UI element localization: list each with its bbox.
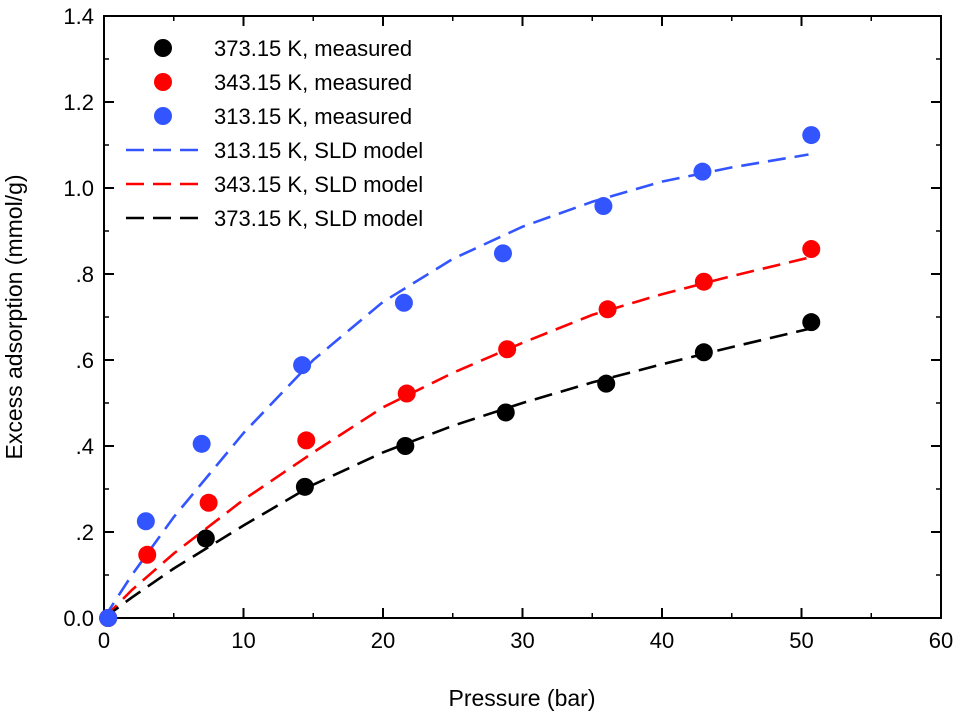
x-tick-label: 40 bbox=[650, 628, 674, 653]
y-tick-label: .6 bbox=[76, 348, 94, 373]
y-tick-label: 0.0 bbox=[63, 606, 94, 631]
legend-marker-373-15-k-measured bbox=[154, 39, 172, 57]
legend-label: 313.15 K, SLD model bbox=[214, 138, 423, 163]
y-tick-label: 1.0 bbox=[63, 176, 94, 201]
data-point-313-15-k-measured bbox=[136, 512, 155, 531]
data-point-373-15-k-measured bbox=[295, 477, 314, 496]
data-point-313-15-k-measured bbox=[693, 162, 712, 181]
data-point-343-15-k-measured bbox=[498, 340, 517, 359]
data-point-343-15-k-measured bbox=[802, 240, 821, 259]
y-tick-label: 1.4 bbox=[63, 4, 94, 29]
legend-label: 373.15 K, SLD model bbox=[214, 206, 423, 231]
data-point-313-15-k-measured bbox=[594, 197, 613, 216]
legend-label: 343.15 K, SLD model bbox=[214, 172, 423, 197]
data-point-343-15-k-measured bbox=[598, 300, 617, 319]
x-tick-label: 60 bbox=[929, 628, 953, 653]
data-point-343-15-k-measured bbox=[138, 545, 157, 564]
measured-points bbox=[99, 126, 821, 627]
x-tick-label: 10 bbox=[231, 628, 255, 653]
legend-label: 373.15 K, measured bbox=[214, 36, 412, 61]
legend-label: 343.15 K, measured bbox=[214, 70, 412, 95]
legend-marker-313-15-k-measured bbox=[154, 107, 172, 125]
data-point-373-15-k-measured bbox=[196, 529, 215, 548]
data-point-373-15-k-measured bbox=[597, 374, 616, 393]
series-line-373-15-k-sld-model bbox=[103, 327, 809, 620]
data-point-373-15-k-measured bbox=[802, 313, 821, 332]
data-point-313-15-k-measured bbox=[99, 609, 118, 627]
data-point-373-15-k-measured bbox=[694, 343, 713, 362]
data-point-313-15-k-measured bbox=[802, 126, 821, 145]
x-axis-title: Pressure (bar) bbox=[449, 685, 596, 711]
y-tick-label: .2 bbox=[76, 520, 94, 545]
y-tick-label: .4 bbox=[76, 434, 94, 459]
data-point-313-15-k-measured bbox=[192, 434, 211, 453]
x-tick-label: 0 bbox=[98, 628, 110, 653]
data-point-343-15-k-measured bbox=[397, 384, 416, 403]
legend: 373.15 K, measured 343.15 K, measured 313.… bbox=[126, 36, 423, 231]
data-point-313-15-k-measured bbox=[394, 293, 413, 312]
y-axis-title: Excess adsorption (mmol/g) bbox=[1, 174, 27, 459]
data-point-343-15-k-measured bbox=[297, 431, 316, 450]
x-tick-label: 30 bbox=[510, 628, 534, 653]
data-point-373-15-k-measured bbox=[396, 437, 415, 455]
series-line-313-15-k-sld-model bbox=[102, 153, 809, 619]
x-tick-label: 20 bbox=[371, 628, 395, 653]
series-line-343-15-k-sld-model bbox=[103, 256, 809, 619]
y-tick-label: 1.2 bbox=[63, 90, 94, 115]
data-point-313-15-k-measured bbox=[293, 356, 312, 375]
y-axis-ticks: 0.0 .2 .4 .6 .8 1.0 1.2 1.4 bbox=[63, 4, 941, 631]
x-axis-ticks: 0 10 20 30 40 50 60 bbox=[98, 16, 953, 653]
legend-label: 313.15 K, measured bbox=[214, 104, 412, 129]
legend-marker-343-15-k-measured bbox=[154, 73, 172, 91]
data-point-343-15-k-measured bbox=[199, 493, 218, 512]
data-point-313-15-k-measured bbox=[493, 244, 512, 263]
data-point-373-15-k-measured bbox=[496, 403, 515, 422]
y-tick-label: .8 bbox=[76, 262, 94, 287]
model-lines bbox=[102, 153, 809, 620]
data-point-343-15-k-measured bbox=[694, 272, 713, 291]
x-tick-label: 50 bbox=[789, 628, 813, 653]
